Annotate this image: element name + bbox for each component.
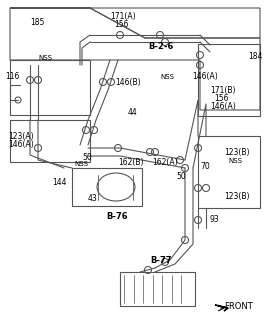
Text: 156: 156 xyxy=(214,94,228,103)
Text: 146(A): 146(A) xyxy=(8,140,34,149)
Text: NSS: NSS xyxy=(38,55,52,61)
Text: 146(A): 146(A) xyxy=(210,102,236,111)
Bar xyxy=(10,60,90,115)
Text: 70: 70 xyxy=(200,162,210,171)
Text: 162(B): 162(B) xyxy=(118,158,144,167)
Text: 123(B): 123(B) xyxy=(224,148,249,157)
Text: 123(A): 123(A) xyxy=(8,132,34,141)
Text: 185: 185 xyxy=(30,18,44,27)
Text: B-2-6: B-2-6 xyxy=(148,42,173,51)
Bar xyxy=(198,136,260,208)
Text: 146(B): 146(B) xyxy=(115,78,141,87)
Text: B-77: B-77 xyxy=(150,256,172,265)
Text: 184: 184 xyxy=(248,52,262,61)
Text: 162(A): 162(A) xyxy=(152,158,178,167)
Bar xyxy=(120,272,195,306)
Text: FRONT: FRONT xyxy=(224,302,253,311)
Text: 44: 44 xyxy=(128,108,138,117)
Text: B-76: B-76 xyxy=(106,212,128,221)
Bar xyxy=(10,120,90,162)
Text: NSS: NSS xyxy=(74,161,88,167)
Bar xyxy=(198,44,260,116)
Text: 123(B): 123(B) xyxy=(224,192,249,201)
Text: NSS: NSS xyxy=(160,74,174,80)
Text: NSS: NSS xyxy=(228,158,242,164)
Text: 146(A): 146(A) xyxy=(192,72,218,81)
Text: 93: 93 xyxy=(210,215,220,224)
Polygon shape xyxy=(215,305,228,311)
Bar xyxy=(72,168,142,206)
Text: 171(B): 171(B) xyxy=(210,86,236,95)
Text: 156: 156 xyxy=(114,20,128,29)
Text: 171(A): 171(A) xyxy=(110,12,136,21)
Text: 144: 144 xyxy=(52,178,66,187)
Text: 50: 50 xyxy=(82,153,92,162)
Text: 43: 43 xyxy=(88,194,98,203)
Text: 116: 116 xyxy=(5,72,19,81)
Text: 50: 50 xyxy=(176,172,186,181)
